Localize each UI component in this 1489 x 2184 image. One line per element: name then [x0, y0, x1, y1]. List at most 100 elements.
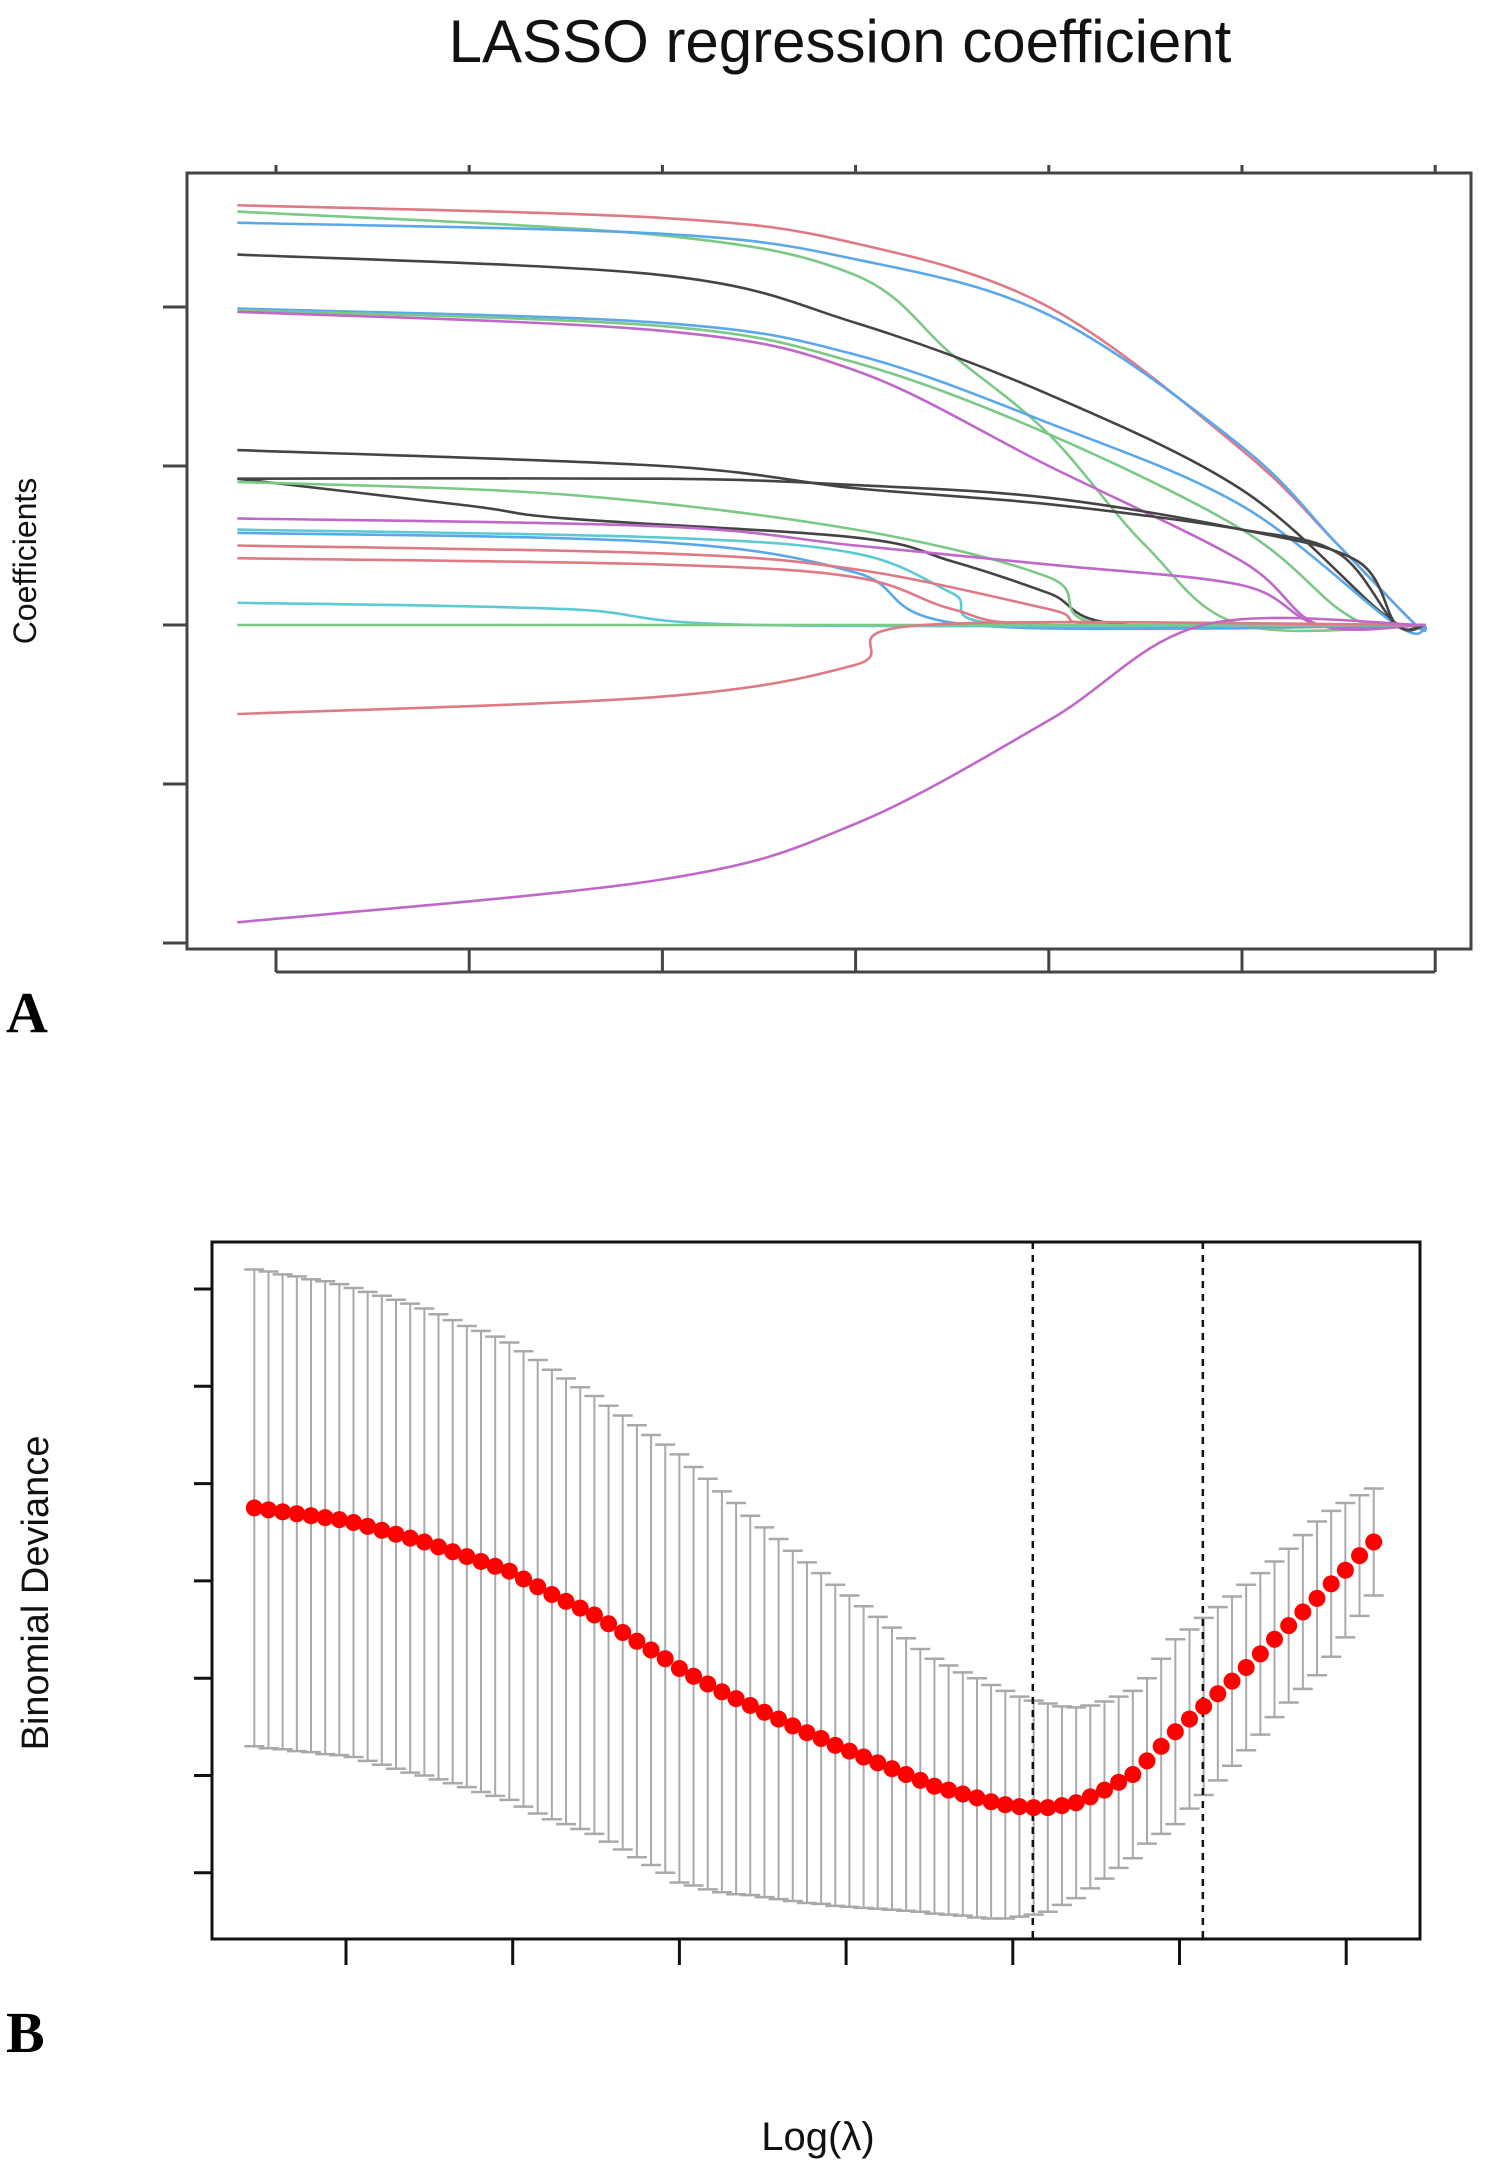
- panel-b-label: B: [6, 2000, 45, 2065]
- mean-deviance-point: [585, 1606, 603, 1624]
- coef-path-21: [237, 307, 1427, 636]
- mean-deviance-point: [430, 1538, 448, 1556]
- y-axis-label-b: Binomial Deviance: [15, 1436, 57, 1751]
- mean-deviance-point: [302, 1507, 320, 1525]
- mean-deviance-point: [982, 1793, 1000, 1811]
- mean-deviance-point: [444, 1543, 462, 1561]
- plot-frame-b: [210, 1240, 1422, 1941]
- mean-deviance-point: [713, 1683, 731, 1701]
- mean-deviance-point: [1110, 1773, 1128, 1791]
- coef-path-17: [237, 528, 1426, 629]
- mean-deviance-point: [940, 1781, 958, 1799]
- mean-deviance-point: [1209, 1685, 1227, 1703]
- x-axis-label-b: Log(λ): [761, 2115, 874, 2159]
- mean-deviance-point: [1053, 1797, 1071, 1815]
- mean-deviance-point: [316, 1509, 334, 1527]
- mean-deviance-point: [1081, 1788, 1099, 1806]
- coef-path-16: [237, 476, 1426, 631]
- mean-deviance-point: [1152, 1737, 1170, 1755]
- mean-deviance-point: [755, 1703, 773, 1721]
- mean-deviance-point: [855, 1748, 873, 1766]
- panel-a-label: A: [6, 980, 48, 1045]
- mean-deviance-point: [1166, 1723, 1184, 1741]
- mean-deviance-point: [954, 1785, 972, 1803]
- coef-path-10: [237, 221, 1427, 633]
- mean-deviance-point: [373, 1521, 391, 1539]
- mean-deviance-point: [543, 1586, 561, 1604]
- mean-deviance-point: [1138, 1752, 1156, 1770]
- mean-deviance-point: [1223, 1672, 1241, 1690]
- coef-path-unlabeled-13: [237, 531, 1426, 631]
- mean-deviance-point: [1251, 1645, 1269, 1663]
- mean-deviance-point: [401, 1529, 419, 1547]
- mean-deviance-point: [1308, 1589, 1326, 1607]
- mean-deviance-point: [642, 1641, 660, 1659]
- mean-deviance-point: [1010, 1798, 1028, 1816]
- mean-deviance-point: [911, 1771, 929, 1789]
- mean-deviance-point: [812, 1730, 830, 1748]
- mean-deviance-point: [1237, 1658, 1255, 1676]
- mean-deviance-point: [685, 1667, 703, 1685]
- mean-deviance-point: [458, 1548, 476, 1566]
- mean-deviance-point: [486, 1557, 504, 1575]
- mean-deviance-point: [1351, 1547, 1369, 1565]
- mean-deviance-point: [699, 1675, 717, 1693]
- mean-deviance-point: [1195, 1697, 1213, 1715]
- mean-deviance-point: [274, 1503, 292, 1521]
- mean-deviance-point: [656, 1650, 674, 1668]
- mean-deviance-point: [1322, 1575, 1340, 1593]
- panel-b: B Binomial Deviance Log(λ): [6, 1240, 1422, 2159]
- mean-deviance-point: [571, 1599, 589, 1617]
- mean-deviance-point: [968, 1789, 986, 1807]
- mean-deviance-point: [925, 1777, 943, 1795]
- mean-deviance-point: [883, 1760, 901, 1778]
- mean-deviance-point: [897, 1766, 915, 1784]
- mean-deviance-point: [1124, 1766, 1142, 1784]
- coef-path-unlabeled-6: [237, 310, 1426, 631]
- mean-deviance-point: [826, 1736, 844, 1754]
- coef-path-2: [237, 556, 1426, 628]
- mean-deviance-point: [1336, 1561, 1354, 1579]
- mean-deviance-point: [1266, 1630, 1284, 1648]
- mean-deviance-point: [1181, 1710, 1199, 1728]
- mean-deviance-point: [359, 1517, 377, 1535]
- mean-deviance-point: [557, 1592, 575, 1610]
- mean-deviance-point: [741, 1696, 759, 1714]
- mean-deviance-point: [1025, 1799, 1043, 1817]
- coef-path-8: [237, 210, 1426, 633]
- mean-deviance-point: [1294, 1603, 1312, 1621]
- mean-deviance-point: [515, 1570, 533, 1588]
- coef-path-12: [237, 616, 1426, 924]
- mean-deviance-point: [345, 1514, 363, 1532]
- mean-deviance-point: [415, 1533, 433, 1551]
- mean-deviance-point: [259, 1501, 277, 1519]
- coef-path-14: [237, 620, 1426, 716]
- mean-deviance-point: [1280, 1617, 1298, 1635]
- mean-deviance-point: [472, 1552, 490, 1570]
- mean-deviance-point: [628, 1632, 646, 1650]
- mean-deviance-point: [330, 1511, 348, 1529]
- mean-deviance-point: [1095, 1781, 1113, 1799]
- mean-deviance-point: [1365, 1533, 1383, 1551]
- coef-path-26: [237, 308, 1426, 628]
- mean-deviance-point: [840, 1742, 858, 1760]
- mean-deviance-point: [1039, 1799, 1057, 1817]
- mean-deviance-point: [500, 1562, 518, 1580]
- plot-frame-a: [185, 171, 1473, 951]
- coef-path-13: [237, 448, 1426, 632]
- mean-deviance-point: [670, 1659, 688, 1677]
- mean-deviance-point: [996, 1796, 1014, 1814]
- coef-path-1: [237, 253, 1426, 628]
- mean-deviance-point: [288, 1505, 306, 1523]
- mean-deviance-point: [784, 1717, 802, 1735]
- mean-deviance-point: [387, 1525, 405, 1543]
- mean-deviance-point: [727, 1690, 745, 1708]
- mean-deviance-point: [798, 1724, 816, 1742]
- mean-deviance-point: [245, 1499, 263, 1517]
- mean-deviance-point: [869, 1754, 887, 1772]
- mean-deviance-point: [600, 1615, 618, 1633]
- mean-deviance-point: [770, 1710, 788, 1728]
- y-axis-label-a: Coefficients: [7, 478, 43, 645]
- panel-a: LASSO regression coefficient A Coefficie…: [6, 8, 1473, 1045]
